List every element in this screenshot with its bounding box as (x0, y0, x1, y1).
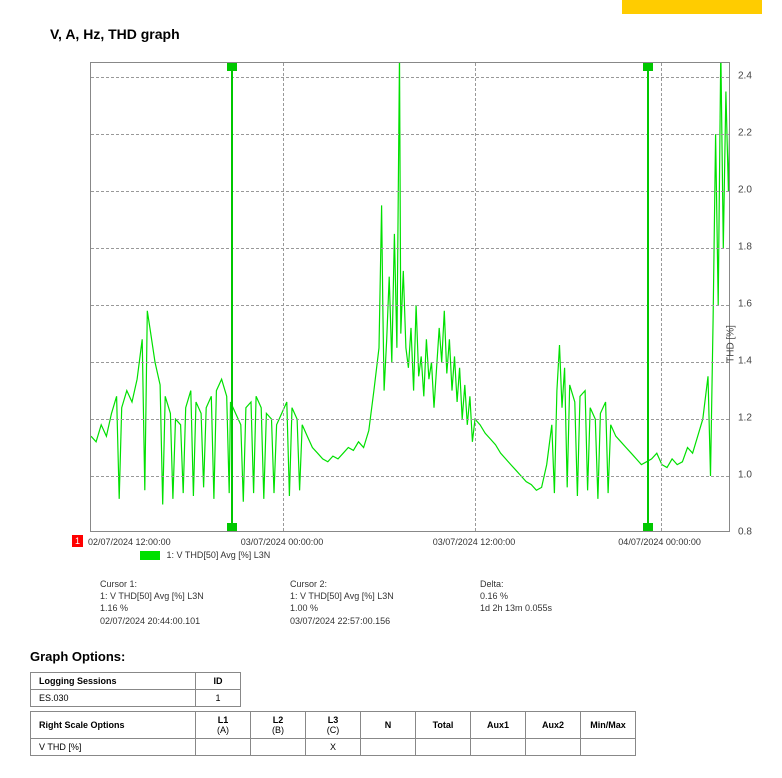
y-tick-label: 2.4 (738, 71, 752, 82)
cursor1-value: 1.16 % (100, 602, 250, 614)
scale-header-label: Right Scale Options (31, 711, 196, 738)
cursor2-block: Cursor 2: 1: V THD[50] Avg [%] L3N 1.00 … (290, 578, 440, 627)
scale-cell: X (306, 738, 361, 755)
grid-line-h (91, 476, 729, 477)
scale-col-header: Aux1 (471, 711, 526, 738)
cursor1-timestamp: 02/07/2024 20:44:00.101 (100, 615, 250, 627)
scale-col-header: L3(C) (306, 711, 361, 738)
series-badge: 1 (72, 535, 83, 547)
delta-value: 0.16 % (480, 590, 630, 602)
scale-col-header: N (361, 711, 416, 738)
grid-line-h (91, 134, 729, 135)
scale-col-header: L2(B) (251, 711, 306, 738)
y-tick-label: 1.4 (738, 356, 752, 367)
scale-cell (471, 738, 526, 755)
x-tick-label: 03/07/2024 12:00:00 (433, 537, 516, 547)
top-accent-bar (622, 0, 762, 14)
cursor2-value: 1.00 % (290, 602, 440, 614)
delta-title: Delta: (480, 578, 630, 590)
cursor1-title: Cursor 1: (100, 578, 250, 590)
page-title: V, A, Hz, THD graph (50, 26, 752, 42)
y-tick-label: 1.6 (738, 299, 752, 310)
page-container: V, A, Hz, THD graph 1 02/07/2024 12:00:0… (0, 0, 782, 776)
scale-cell (416, 738, 471, 755)
scale-cell (526, 738, 581, 755)
cursor1-series: 1: V THD[50] Avg [%] L3N (100, 590, 250, 602)
cursor-line-2[interactable] (647, 63, 649, 531)
delta-duration: 1d 2h 13m 0.055s (480, 602, 630, 614)
y-tick-label: 2.2 (738, 128, 752, 139)
cursor-line-1[interactable] (231, 63, 233, 531)
legend-swatch (140, 551, 160, 560)
cursor-info-panel: Cursor 1: 1: V THD[50] Avg [%] L3N 1.16 … (100, 578, 702, 627)
logging-row-id: 1 (196, 689, 241, 706)
cursor2-title: Cursor 2: (290, 578, 440, 590)
chart-series-line (91, 63, 730, 505)
grid-line-h (91, 248, 729, 249)
y-tick-label: 2.0 (738, 185, 752, 196)
grid-line-v (283, 63, 284, 531)
scale-cell (581, 738, 636, 755)
x-tick-label: 04/07/2024 00:00:00 (618, 537, 701, 547)
y-tick-label: 1.8 (738, 242, 752, 253)
x-tick-label: 03/07/2024 00:00:00 (241, 537, 324, 547)
scale-cell (251, 738, 306, 755)
logging-row-name: ES.030 (31, 689, 196, 706)
grid-line-h (91, 362, 729, 363)
y-tick-label: 0.8 (738, 527, 752, 538)
scale-row-label: V THD [%] (31, 738, 196, 755)
grid-line-h (91, 305, 729, 306)
scale-cell (361, 738, 416, 755)
logging-header-sessions: Logging Sessions (31, 672, 196, 689)
chart-legend: 1: V THD[50] Avg [%] L3N (140, 550, 702, 560)
scale-col-header: Aux2 (526, 711, 581, 738)
cursor-cap[interactable] (227, 63, 237, 71)
graph-options-title: Graph Options: (30, 649, 752, 664)
grid-line-h (91, 77, 729, 78)
chart-plot-area[interactable] (90, 62, 730, 532)
logging-header-id: ID (196, 672, 241, 689)
logging-sessions-table: Logging Sessions ID ES.030 1 (30, 672, 241, 707)
y-axis-label: THD [%] (726, 325, 737, 363)
cursor-cap[interactable] (227, 523, 237, 531)
grid-line-h (91, 419, 729, 420)
delta-block: Delta: 0.16 % 1d 2h 13m 0.055s (480, 578, 630, 627)
right-scale-options-table: Right Scale Options L1(A)L2(B)L3(C)NTota… (30, 711, 636, 756)
y-tick-label: 1.2 (738, 413, 752, 424)
cursor2-timestamp: 03/07/2024 22:57:00.156 (290, 615, 440, 627)
cursor-cap[interactable] (643, 523, 653, 531)
cursor-cap[interactable] (643, 63, 653, 71)
cursor1-block: Cursor 1: 1: V THD[50] Avg [%] L3N 1.16 … (100, 578, 250, 627)
y-tick-label: 1.0 (738, 470, 752, 481)
grid-line-v (661, 63, 662, 531)
scale-col-header: Total (416, 711, 471, 738)
legend-label: 1: V THD[50] Avg [%] L3N (167, 550, 271, 560)
scale-col-header: Min/Max (581, 711, 636, 738)
grid-line-h (91, 191, 729, 192)
cursor2-series: 1: V THD[50] Avg [%] L3N (290, 590, 440, 602)
chart-wrapper: 1 02/07/2024 12:00:00 THD [%] 1: V THD[5… (90, 62, 702, 627)
grid-line-v (475, 63, 476, 531)
x-tick-label-first: 02/07/2024 12:00:00 (88, 537, 171, 547)
scale-col-header: L1(A) (196, 711, 251, 738)
scale-cell (196, 738, 251, 755)
